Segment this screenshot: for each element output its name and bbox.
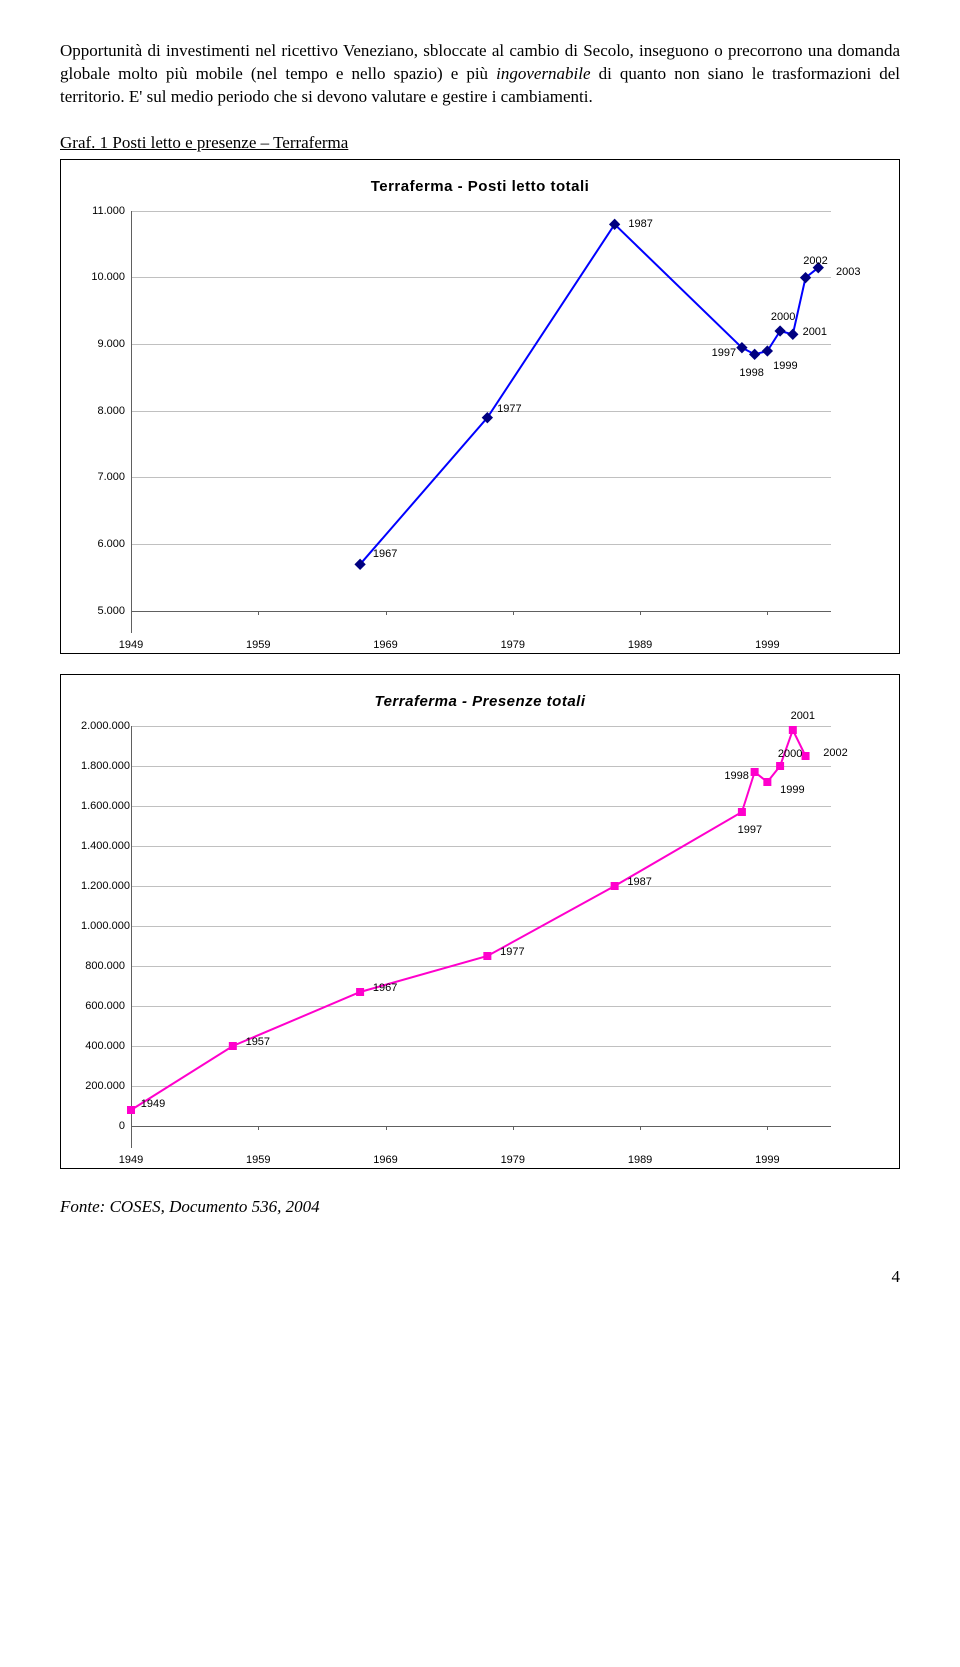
y-axis-label: 800.000 [81,960,125,972]
y-axis-label: 1.400.000 [81,840,125,852]
data-point-label: 1998 [724,770,748,782]
data-point-marker [802,752,810,760]
chart1-plot: 5.0006.0007.0008.0009.00010.00011.000194… [131,211,831,633]
chart-svg [131,211,831,633]
data-point-marker [483,952,491,960]
chart-caption-text: Graf. 1 Posti letto e presenze – Terrafe… [60,133,348,152]
page-number: 4 [60,1267,900,1287]
x-axis-label: 1989 [615,1154,665,1166]
data-point-label: 1977 [497,403,521,415]
y-axis-label: 200.000 [81,1080,125,1092]
x-axis-label: 1959 [233,1154,283,1166]
data-point-label: 2001 [791,710,815,722]
data-point-marker [787,328,798,339]
data-point-label: 2003 [836,266,860,278]
y-axis-label: 7.000 [81,471,125,483]
x-axis-label: 1949 [106,1154,156,1166]
chart2-container: Terraferma - Presenze totali 0200.000400… [60,674,900,1169]
x-axis-label: 1979 [488,639,538,651]
data-point-marker [774,325,785,336]
y-axis-label: 600.000 [81,1000,125,1012]
data-point-label: 2000 [771,311,795,323]
x-axis-label: 1999 [742,639,792,651]
data-point-label: 1987 [627,876,651,888]
y-axis-label: 1.800.000 [81,760,125,772]
data-point-label: 2001 [803,326,827,338]
data-point-label: 1949 [141,1098,165,1110]
y-axis-label: 6.000 [81,538,125,550]
data-point-label: 1997 [738,824,762,836]
data-point-label: 1999 [773,360,797,372]
data-point-label: 1997 [712,347,736,359]
chart1-container: Terraferma - Posti letto totali 5.0006.0… [60,159,900,654]
data-point-label: 2002 [803,255,827,267]
chart-svg [131,726,831,1148]
data-point-marker [749,348,760,359]
y-axis-label: 8.000 [81,405,125,417]
data-point-label: 1977 [500,946,524,958]
y-axis-label: 1.000.000 [81,920,125,932]
y-axis-label: 1.600.000 [81,800,125,812]
chart2-title: Terraferma - Presenze totali [81,693,879,710]
intro-paragraph: Opportunità di investimenti nel ricettiv… [60,40,900,109]
source-line: Fonte: COSES, Documento 536, 2004 [60,1197,900,1217]
y-axis-label: 9.000 [81,338,125,350]
data-point-marker [763,778,771,786]
data-point-marker [611,882,619,890]
data-point-marker [751,768,759,776]
data-point-marker [776,762,784,770]
x-axis-label: 1979 [488,1154,538,1166]
y-axis-label: 11.000 [81,205,125,217]
chart1-title: Terraferma - Posti letto totali [81,178,879,195]
data-point-marker [127,1106,135,1114]
y-axis-label: 0 [81,1120,125,1132]
y-axis-label: 2.000.000 [81,720,125,732]
x-axis-label: 1969 [361,1154,411,1166]
chart2-plot: 0200.000400.000600.000800.0001.000.0001.… [131,726,831,1148]
data-point-marker [738,808,746,816]
data-point-marker [229,1042,237,1050]
chart-caption: Graf. 1 Posti letto e presenze – Terrafe… [60,133,900,153]
data-point-label: 1998 [739,367,763,379]
x-axis-label: 1959 [233,639,283,651]
data-point-label: 2000 [778,748,802,760]
data-point-label: 1967 [373,548,397,560]
y-axis-label: 5.000 [81,605,125,617]
data-point-label: 1967 [373,982,397,994]
data-point-label: 1999 [780,784,804,796]
para-t2: ingovernabile [496,64,590,83]
x-axis-label: 1969 [361,639,411,651]
x-axis-label: 1999 [742,1154,792,1166]
data-point-marker [356,988,364,996]
x-axis-label: 1989 [615,639,665,651]
data-point-marker [762,345,773,356]
y-axis-label: 1.200.000 [81,880,125,892]
data-point-marker [789,726,797,734]
y-axis-label: 10.000 [81,271,125,283]
series-line [360,224,818,564]
series-line [131,730,806,1110]
data-point-label: 2002 [823,747,847,759]
x-axis-label: 1949 [106,639,156,651]
y-axis-label: 400.000 [81,1040,125,1052]
data-point-label: 1987 [628,218,652,230]
data-point-label: 1957 [246,1036,270,1048]
